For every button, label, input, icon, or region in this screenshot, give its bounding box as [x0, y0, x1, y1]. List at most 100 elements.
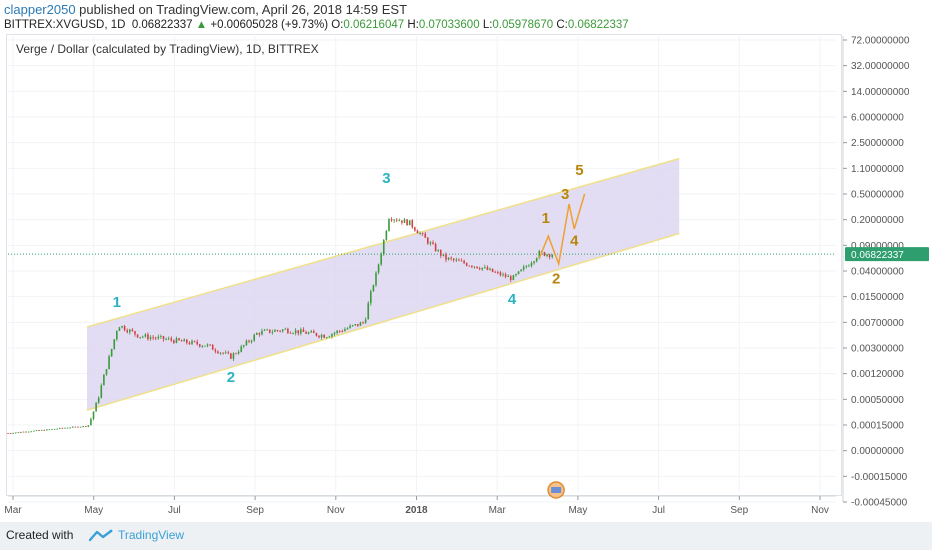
candle [232, 353, 235, 359]
candle [452, 258, 455, 261]
price-tick-label: 0.00300000 [851, 344, 904, 355]
open-label: O: [331, 19, 344, 31]
candle [300, 329, 302, 334]
time-tick-label: Mar [489, 505, 507, 516]
candle [64, 427, 66, 429]
wave-label-projection-4: 4 [570, 232, 579, 249]
candle [123, 325, 126, 331]
candle [263, 329, 266, 331]
candle [517, 271, 520, 275]
candle [126, 330, 129, 333]
candle [416, 230, 419, 234]
candle [105, 369, 108, 375]
candle [69, 427, 71, 429]
price-tick-label: 0.00000000 [851, 446, 904, 457]
time-tick-label: May [84, 505, 103, 516]
candle [191, 340, 193, 345]
candle [66, 427, 69, 429]
candle [445, 254, 447, 260]
candle [465, 263, 468, 266]
candle [455, 259, 458, 261]
candle [478, 268, 481, 270]
candle [59, 427, 61, 429]
candle [497, 272, 499, 273]
candle [338, 330, 341, 332]
candle [77, 426, 79, 428]
candle [362, 322, 364, 324]
candle [502, 274, 504, 276]
candle [79, 426, 82, 428]
candle [528, 265, 530, 267]
candle [458, 259, 460, 261]
close-value: 0.06822337 [567, 19, 629, 31]
candle [486, 266, 489, 270]
candle [217, 351, 219, 354]
candle [188, 342, 191, 345]
candle [84, 426, 87, 427]
candle [165, 338, 167, 340]
candle [12, 433, 14, 434]
candle [512, 275, 515, 281]
candle [499, 272, 502, 276]
tradingview-link[interactable]: TradingView [118, 528, 185, 542]
price-tick-label: 0.00015000 [851, 421, 904, 432]
candle [71, 426, 74, 428]
candle [494, 271, 497, 273]
last-price-badge-label: 0.06822337 [851, 250, 904, 261]
candle [393, 219, 395, 221]
candle [266, 329, 268, 331]
candle [509, 276, 512, 281]
candle [139, 336, 141, 338]
wave-label-primary-4: 4 [508, 291, 517, 308]
candle [245, 340, 248, 346]
time-tick-label: Mar [4, 505, 22, 516]
candle [9, 433, 12, 434]
price-tick-label: 1.10000000 [851, 164, 904, 175]
price-tick-label: 0.00050000 [851, 395, 904, 406]
price-tick-label: 2.50000000 [851, 138, 904, 149]
candle [248, 340, 250, 342]
author-link[interactable]: clapper2050 [4, 2, 76, 17]
candle [460, 260, 463, 262]
time-tick-label: May [568, 505, 587, 516]
candle [224, 352, 227, 354]
candle [515, 274, 517, 276]
candle [388, 219, 390, 231]
symbol: BITTREX:XVGUSD, 1D [4, 19, 126, 31]
candle [261, 330, 263, 335]
candle [287, 328, 289, 333]
candle [442, 254, 445, 256]
candle [82, 426, 84, 427]
candle [46, 429, 48, 431]
price-tick-label: 0.09000000 [851, 241, 904, 252]
wave-label-projection-1: 1 [542, 210, 550, 227]
candle [196, 341, 198, 345]
candle [113, 339, 116, 349]
price-tick-label: 0.00120000 [851, 369, 904, 380]
candle [367, 303, 370, 320]
time-tick-label: Sep [730, 505, 748, 516]
chart-title: Verge / Dollar (calculated by TradingVie… [16, 42, 319, 56]
candle [370, 291, 372, 304]
candle [211, 344, 214, 350]
candle [258, 333, 261, 335]
candle [385, 230, 388, 240]
candle [201, 345, 204, 347]
candle [473, 266, 476, 268]
candle [504, 274, 507, 277]
candle [108, 356, 110, 370]
candle [100, 385, 103, 398]
price-tick-label: 0.50000000 [851, 190, 904, 201]
candle [533, 261, 535, 264]
wave-label-projection-3: 3 [561, 186, 569, 203]
candle [206, 344, 209, 346]
candle [520, 269, 522, 272]
tradingview-logo-icon[interactable] [88, 529, 114, 543]
candle [546, 254, 548, 256]
candle [284, 328, 287, 330]
candle [294, 330, 297, 334]
price-chart[interactable]: 1 2 3 4 1 2 3 4 5 72.00000000 32.00000000 14.000000… [0, 0, 932, 522]
price-tick-label: 0.01500000 [851, 292, 904, 303]
candle [61, 427, 64, 429]
candle [144, 334, 147, 337]
